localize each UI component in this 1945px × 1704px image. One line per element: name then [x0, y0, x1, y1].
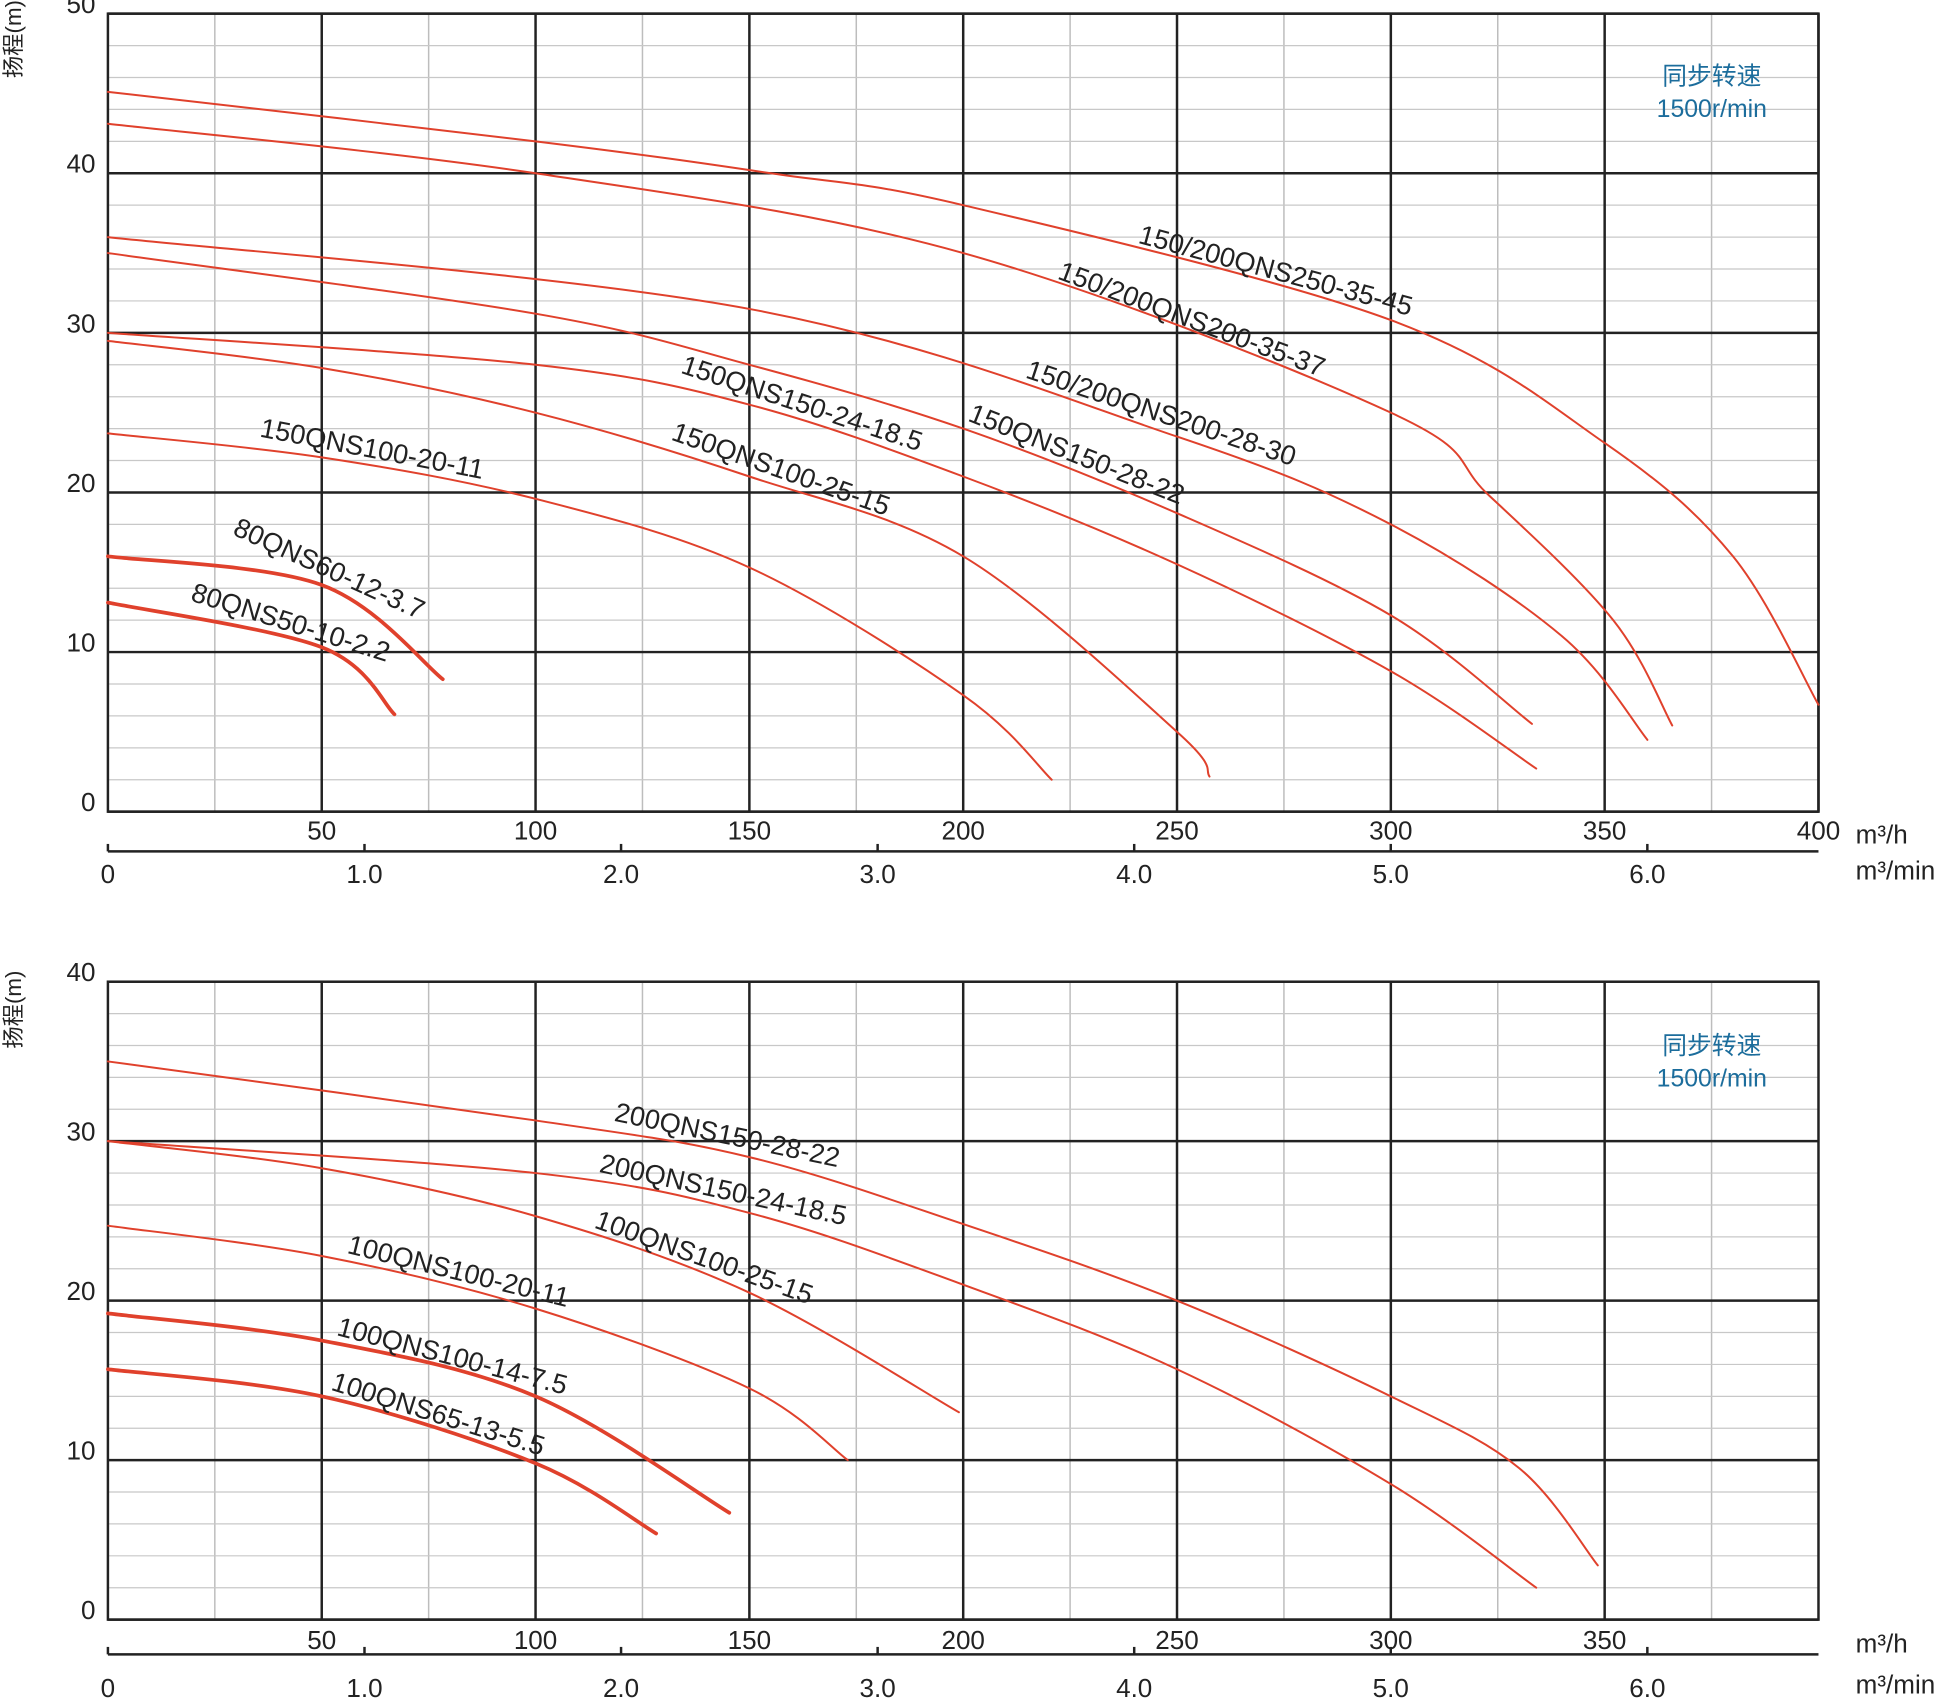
x-tick-label: 400 — [1797, 816, 1840, 846]
x2-tick-label: 5.0 — [1373, 1673, 1409, 1703]
x2-tick-label: 0 — [101, 1673, 115, 1703]
y-tick-label: 40 — [67, 149, 96, 179]
x2-tick-label: 0 — [101, 859, 115, 889]
pump-curve — [106, 339, 1211, 778]
pump-curve — [106, 1367, 659, 1536]
y-tick-label: 0 — [81, 787, 95, 817]
x-tick-label: 300 — [1369, 816, 1412, 846]
x2-tick-label: 2.0 — [603, 859, 639, 889]
x2-tick-label: 4.0 — [1116, 1673, 1152, 1703]
y-axis-title: 扬程(m) — [1, 971, 26, 1049]
pump-curve — [106, 1224, 849, 1462]
x-tick-label: 200 — [941, 1625, 984, 1655]
x-tick-label: 150 — [728, 816, 771, 846]
y-tick-label: 10 — [67, 1436, 96, 1466]
plot-frame — [106, 980, 1820, 1621]
x-tick-label: 100 — [514, 1625, 557, 1655]
annotation: 同步转速 — [1662, 1032, 1761, 1060]
x2-unit: m³/min — [1856, 855, 1936, 885]
x2-tick-label: 1.0 — [346, 1673, 382, 1703]
x-tick-label: 200 — [941, 816, 984, 846]
x2-tick-label: 2.0 — [603, 1673, 639, 1703]
pump-curve — [106, 554, 445, 682]
x-tick-label: 250 — [1155, 1625, 1198, 1655]
x-tick-label: 100 — [514, 816, 557, 846]
x2-tick-label: 3.0 — [860, 859, 896, 889]
pump-curve — [106, 252, 1533, 725]
x-tick-label: 50 — [307, 1625, 336, 1655]
pump-curve — [106, 1311, 732, 1515]
x2-tick-label: 3.0 — [860, 1673, 896, 1703]
pump-curve — [106, 600, 397, 717]
plot-frame — [106, 12, 1820, 813]
y-tick-label: 40 — [67, 957, 96, 987]
x2-tick-label: 4.0 — [1116, 859, 1152, 889]
x-tick-label: 350 — [1583, 816, 1626, 846]
y-axis-title: 扬程(m) — [1, 0, 26, 78]
x2-tick-label: 6.0 — [1629, 1673, 1665, 1703]
x2-tick-label: 1.0 — [346, 859, 382, 889]
y-tick-label: 30 — [67, 308, 96, 338]
annotation: 1500r/min — [1657, 1065, 1767, 1092]
pump-curve — [106, 236, 1649, 741]
curve-label: 100QNS100-25-15 — [591, 1204, 817, 1310]
x-tick-label: 150 — [728, 1625, 771, 1655]
x2-unit: m³/min — [1856, 1669, 1936, 1699]
pump-curve — [106, 122, 1674, 727]
x2-tick-label: 6.0 — [1629, 859, 1665, 889]
pump-curve — [106, 1140, 960, 1414]
x2-tick-label: 5.0 — [1373, 859, 1409, 889]
pump-curve — [106, 331, 1538, 770]
y-tick-label: 20 — [67, 468, 96, 498]
y-tick-label: 10 — [67, 627, 96, 657]
x-tick-label: 350 — [1583, 1625, 1626, 1655]
y-tick-label: 20 — [67, 1276, 96, 1306]
x-unit: m³/h — [1856, 819, 1908, 849]
y-tick-label: 0 — [81, 1595, 95, 1625]
x-tick-label: 250 — [1155, 816, 1198, 846]
y-tick-label: 50 — [67, 0, 96, 19]
annotation: 1500r/min — [1657, 96, 1767, 123]
curve-label: 150QNS100-20-11 — [258, 412, 487, 485]
x-tick-label: 50 — [307, 816, 336, 846]
y-tick-label: 30 — [67, 1117, 96, 1147]
pump-curve — [106, 1140, 1538, 1589]
pump-curve — [106, 432, 1053, 781]
annotation: 同步转速 — [1662, 63, 1761, 91]
pump-curve — [106, 1060, 1599, 1567]
pump-curve — [106, 90, 1820, 706]
x-unit: m³/h — [1856, 1629, 1908, 1659]
